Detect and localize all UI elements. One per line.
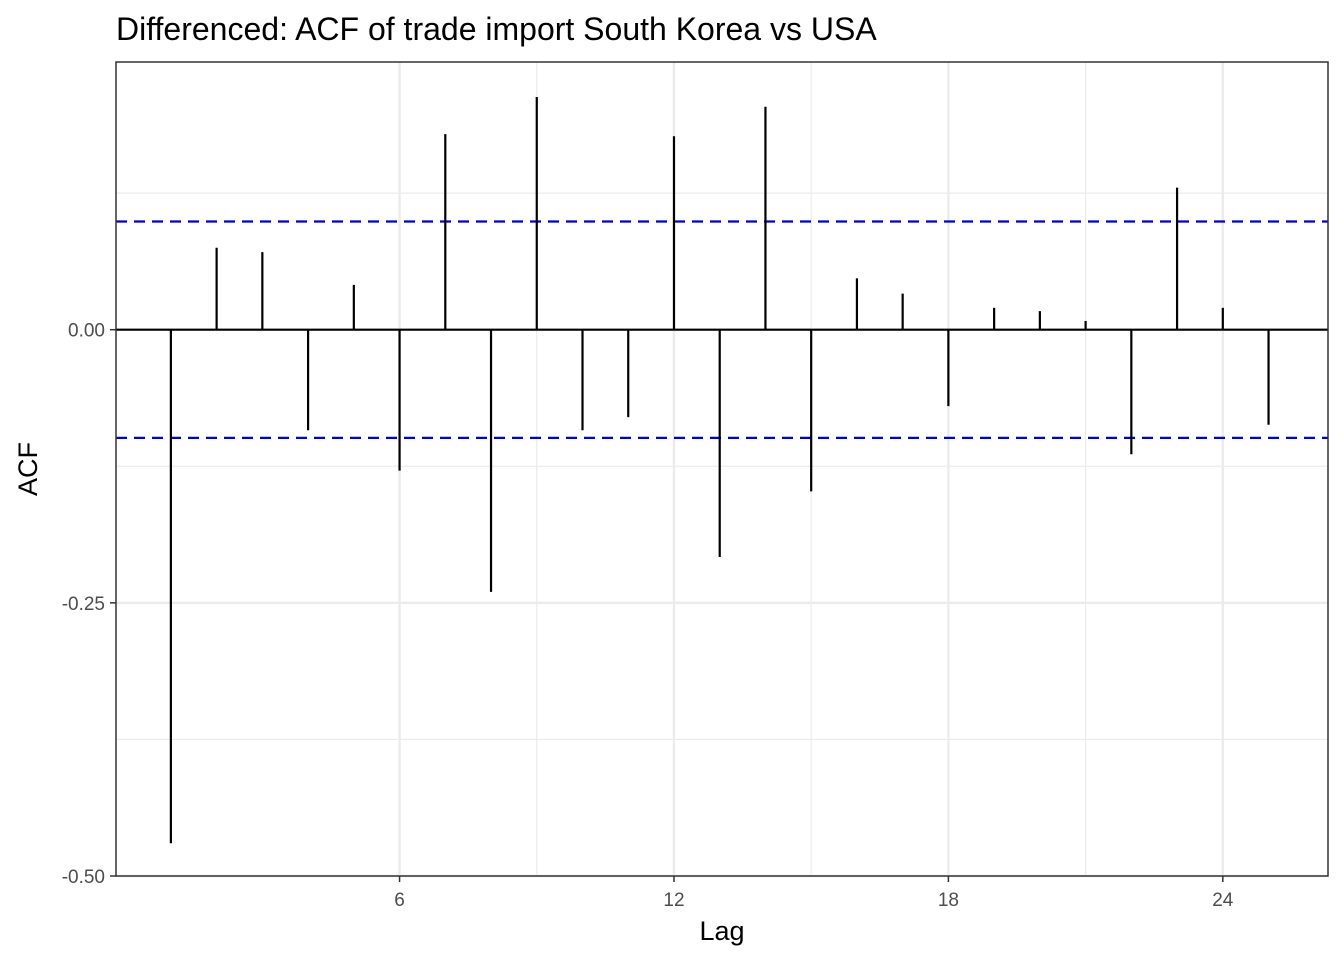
acf-bars [169,96,1270,844]
x-tick-label: 18 [938,890,959,911]
panel-border [115,61,1329,877]
x-tick-label: 24 [1212,890,1234,911]
x-axis-title: Lag [699,916,744,946]
x-axis: 6 12 18 24 [394,876,1234,911]
confidence-bounds [116,220,1328,439]
y-tick-label: -0.25 [62,594,105,615]
x-tick-label: 12 [663,890,684,911]
y-axis: -0.50 -0.25 0.00 [62,321,116,888]
y-axis-title: ACF [13,442,43,496]
grid-layer [116,62,1328,878]
x-tick-label: 6 [394,890,405,911]
chart-title: Differenced: ACF of trade import South K… [116,11,877,47]
y-tick-label: 0.00 [68,321,105,342]
y-tick-label: -0.50 [62,867,105,888]
